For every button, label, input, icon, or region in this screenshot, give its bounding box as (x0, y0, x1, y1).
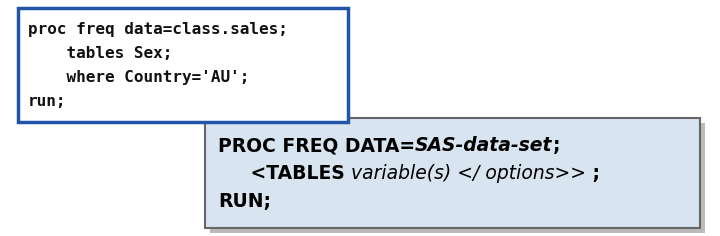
Text: RUN;: RUN; (218, 192, 271, 211)
Text: run;: run; (28, 94, 66, 109)
Bar (18, 8, 348, 122)
Text: PROC FREQ DATA=: PROC FREQ DATA= (218, 136, 415, 155)
Text: ;: ; (553, 136, 560, 155)
Text: where Country='AU';: where Country='AU'; (28, 70, 249, 85)
Bar (210, 123, 705, 233)
Text: <TABLES: <TABLES (218, 164, 351, 183)
Text: ;: ; (586, 164, 600, 183)
Bar (205, 118, 700, 228)
Text: variable(s) </ options>>: variable(s) </ options>> (351, 164, 586, 183)
Text: tables Sex;: tables Sex; (28, 46, 172, 61)
Text: proc freq data=class.sales;: proc freq data=class.sales; (28, 22, 288, 37)
Text: SAS-data-set: SAS-data-set (415, 136, 553, 155)
